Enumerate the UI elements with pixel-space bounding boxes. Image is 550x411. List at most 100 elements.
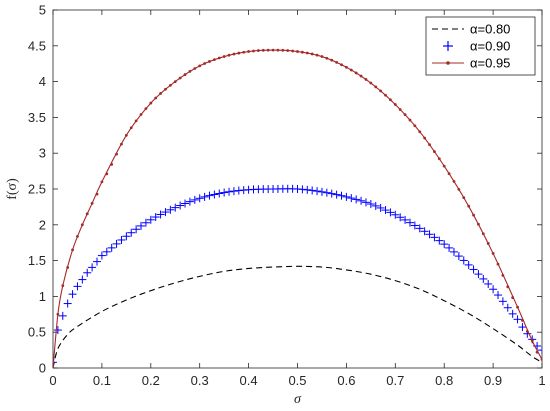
data-point: [161, 208, 170, 217]
y-tick-label: 3: [39, 146, 46, 161]
data-point: [198, 64, 202, 68]
data-point: [415, 224, 424, 233]
data-point: [171, 203, 180, 212]
data-point: [176, 201, 185, 210]
data-point: [396, 213, 405, 222]
data-point: [88, 263, 97, 272]
data-point: [190, 195, 199, 204]
data-point: [266, 48, 270, 52]
data-point: [85, 212, 89, 216]
data-point: [454, 252, 463, 261]
data-point: [342, 192, 351, 201]
data-point: [489, 285, 498, 294]
data-point: [144, 107, 148, 111]
data-point: [178, 76, 182, 80]
legend-label: α=0.95: [470, 56, 510, 71]
data-point: [486, 242, 490, 245]
x-tick-label: 0.6: [337, 373, 355, 388]
y-tick-label: 4: [39, 74, 46, 89]
data-point: [437, 157, 441, 161]
series-0: [53, 265, 542, 368]
data-point: [366, 200, 375, 209]
data-point: [364, 78, 368, 81]
data-point: [73, 282, 82, 291]
x-axis-label: σ: [294, 392, 302, 407]
data-point: [63, 299, 72, 308]
data-point: [256, 49, 260, 52]
y-tick-label: 0: [39, 361, 46, 376]
data-point: [325, 56, 329, 60]
data-point: [491, 252, 495, 255]
data-point: [445, 243, 454, 252]
data-point: [337, 191, 346, 200]
data-point: [71, 248, 74, 252]
data-point: [281, 48, 285, 52]
data-point: [449, 247, 458, 256]
data-point: [105, 172, 109, 176]
data-point: [100, 180, 104, 184]
data-point: [215, 189, 224, 198]
data-point: [347, 194, 356, 203]
data-point: [124, 133, 128, 137]
data-point: [435, 236, 444, 245]
data-point: [291, 49, 295, 53]
data-point: [315, 53, 319, 57]
series-line: [53, 265, 542, 368]
series-layer: [53, 48, 542, 368]
data-point: [80, 223, 84, 227]
data-point: [459, 256, 468, 265]
data-point: [156, 210, 165, 219]
x-tick-label: 0.5: [288, 373, 306, 388]
data-point: [117, 235, 126, 244]
data-point: [322, 188, 331, 197]
legend-label: α=0.90: [470, 39, 510, 54]
data-point: [53, 366, 55, 368]
data-point: [423, 136, 427, 140]
data-point: [242, 50, 246, 54]
series-line: [53, 49, 542, 368]
data-point: [217, 56, 221, 60]
data-point: [442, 164, 446, 168]
data-point: [173, 80, 177, 83]
x-tick-label: 0.2: [142, 373, 160, 388]
data-point: [484, 279, 493, 288]
data-point: [132, 225, 141, 234]
data-point: [139, 113, 143, 116]
data-point: [159, 92, 162, 95]
data-point: [129, 126, 133, 130]
data-point: [440, 240, 449, 249]
data-point: [408, 118, 412, 122]
data-point: [112, 239, 121, 248]
data-point: [381, 206, 390, 215]
data-point: [212, 58, 216, 62]
data-point: [340, 63, 343, 67]
data-point: [447, 172, 451, 176]
data-point: [467, 204, 471, 208]
data-point: [252, 49, 255, 53]
data-point: [229, 187, 238, 196]
x-tick-label: 0: [49, 373, 56, 388]
data-point: [501, 274, 505, 277]
data-point: [122, 232, 131, 241]
data-point: [200, 192, 209, 201]
data-point: [498, 297, 507, 306]
data-point: [276, 48, 280, 52]
data-point: [391, 210, 400, 219]
data-point: [181, 199, 190, 208]
data-point: [53, 326, 62, 335]
data-point: [232, 52, 236, 56]
data-point: [303, 185, 312, 194]
data-point: [359, 74, 363, 78]
data-point: [496, 262, 500, 266]
x-tick-label: 0.4: [240, 373, 258, 388]
data-point: [53, 358, 57, 367]
y-tick-label: 0.5: [28, 325, 46, 340]
data-point: [430, 233, 439, 242]
data-point: [205, 191, 214, 200]
data-point: [300, 50, 304, 54]
data-point: [115, 152, 118, 156]
data-point: [349, 68, 353, 72]
legend-swatch: [432, 61, 464, 65]
data-point: [410, 221, 419, 230]
